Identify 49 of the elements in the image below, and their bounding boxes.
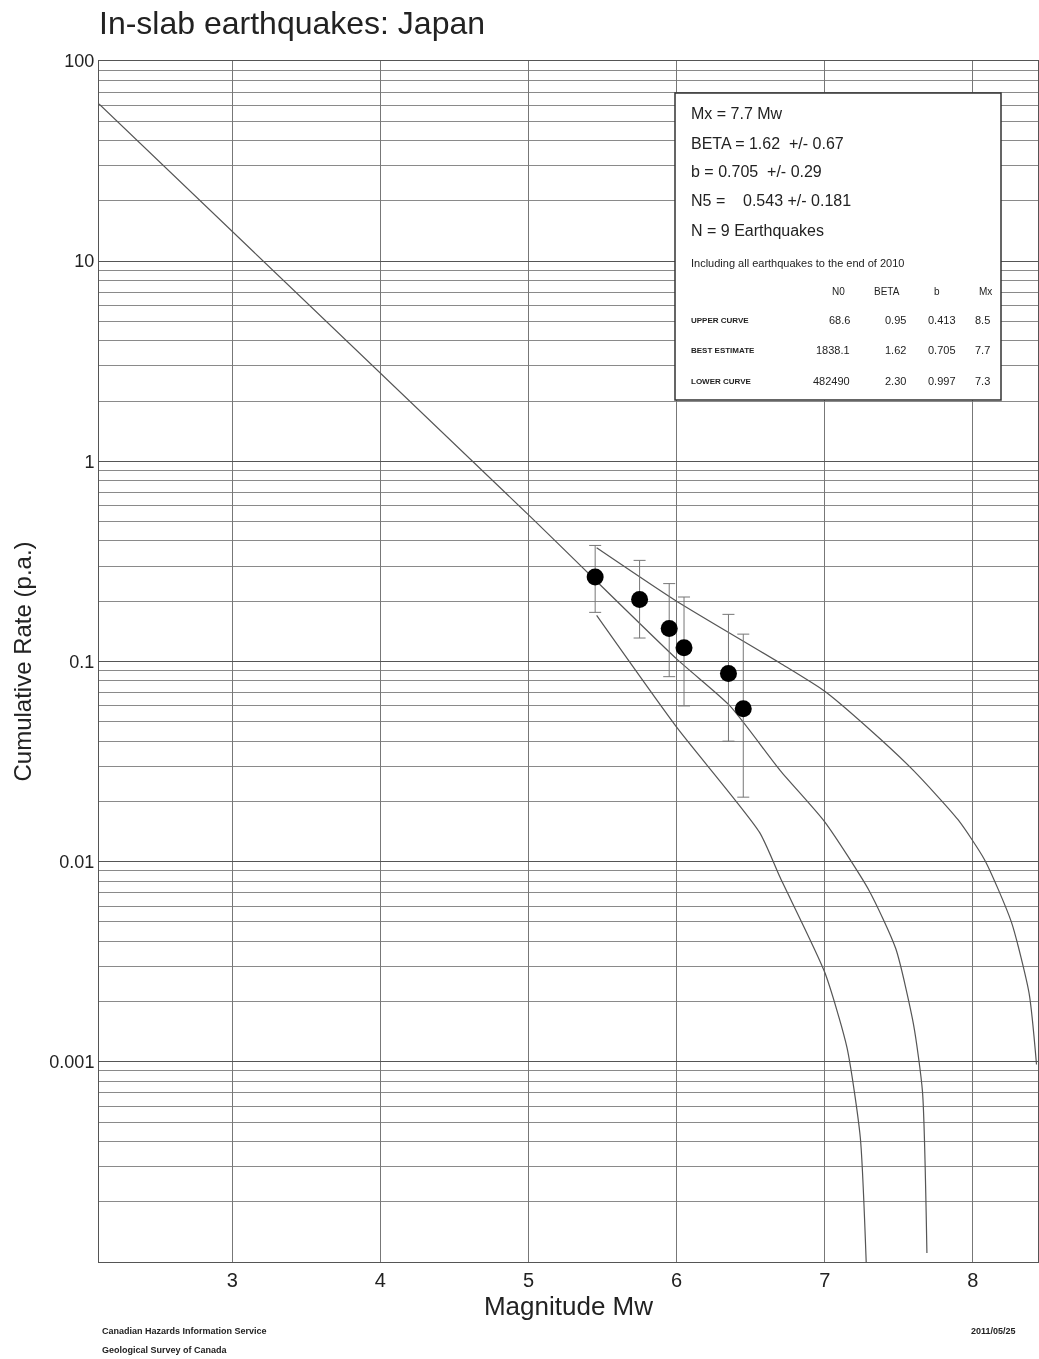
- annotation: 7.3: [975, 375, 991, 387]
- x-tick-label: 8: [967, 1269, 979, 1291]
- annotation: 0.95: [885, 314, 907, 326]
- annotation: 68.6: [829, 314, 851, 326]
- annotation: UPPER CURVE: [691, 316, 750, 325]
- text: Canadian Hazards Information Service: [102, 1326, 267, 1336]
- x-tick-label: 3: [226, 1269, 238, 1291]
- y-tick-label: 100: [64, 51, 95, 72]
- point: [660, 620, 678, 638]
- x-axis-title: Magnitude Mw: [483, 1291, 654, 1321]
- y-tick-label: 0.1: [69, 651, 95, 672]
- annotation: 0.705: [928, 344, 956, 356]
- x-tick-label: 4: [374, 1269, 386, 1291]
- point: [586, 568, 604, 586]
- chart-title: In-slab earthquakes: Japan: [99, 5, 486, 42]
- annotation: 1.62: [885, 344, 907, 356]
- annotation: 8.5: [975, 314, 991, 326]
- y-tick-label: 10: [74, 251, 95, 272]
- point: [719, 665, 737, 683]
- x-tick-label: 7: [819, 1269, 831, 1291]
- annotation: 0.997: [928, 375, 956, 387]
- annotation: Mx: [979, 286, 993, 297]
- text: Geological Survey of Canada: [102, 1345, 228, 1355]
- x-tick-label: 6: [671, 1269, 683, 1291]
- y-axis-title: Cumulative Rate (p.a.): [9, 541, 37, 782]
- annotation: BETA = 1.62 +/- 0.67: [691, 135, 844, 152]
- annotation: N5 = 0.543 +/- 0.181: [691, 192, 852, 209]
- y-tick-label: 1: [84, 451, 95, 472]
- annotation: BETA: [874, 286, 900, 297]
- annotation: 0.413: [928, 314, 956, 326]
- annotation: N0: [832, 286, 846, 297]
- annotation: BEST ESTIMATE: [691, 346, 756, 355]
- annotation: N = 9 Earthquakes: [691, 222, 824, 239]
- point: [631, 591, 649, 609]
- y-tick-label: 0.01: [59, 851, 95, 872]
- point: [734, 700, 752, 718]
- annotation: 1838.1: [816, 344, 850, 356]
- point: [675, 639, 693, 657]
- annotation: Mx = 7.7 Mw: [691, 105, 783, 122]
- annotation: Including all earthquakes to the end of 2010: [691, 257, 905, 269]
- x-tick-label: 5: [522, 1269, 535, 1291]
- annotation: b = 0.705 +/- 0.29: [691, 163, 822, 180]
- annotation: LOWER CURVE: [691, 377, 752, 386]
- annotation: 2.30: [885, 375, 907, 387]
- y-tick-label: 0.001: [49, 1052, 95, 1073]
- annotation: 7.7: [975, 344, 991, 356]
- text: 2011/05/25: [971, 1326, 1016, 1336]
- annotation: b: [934, 286, 940, 297]
- annotation: 482490: [813, 375, 850, 387]
